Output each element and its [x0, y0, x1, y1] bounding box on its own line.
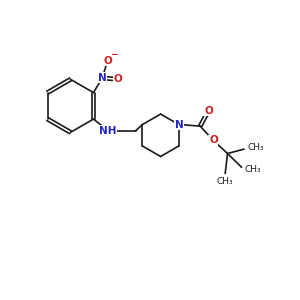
Text: NH: NH	[99, 126, 117, 136]
Text: O: O	[204, 106, 213, 116]
Text: O: O	[103, 56, 112, 66]
Text: −: −	[110, 50, 117, 59]
Text: O: O	[113, 74, 122, 84]
Text: CH₃: CH₃	[244, 165, 261, 174]
Text: O: O	[209, 135, 218, 145]
Text: CH₃: CH₃	[248, 143, 264, 152]
Text: N: N	[98, 73, 107, 83]
Text: N: N	[175, 120, 183, 130]
Text: CH₃: CH₃	[216, 177, 233, 186]
